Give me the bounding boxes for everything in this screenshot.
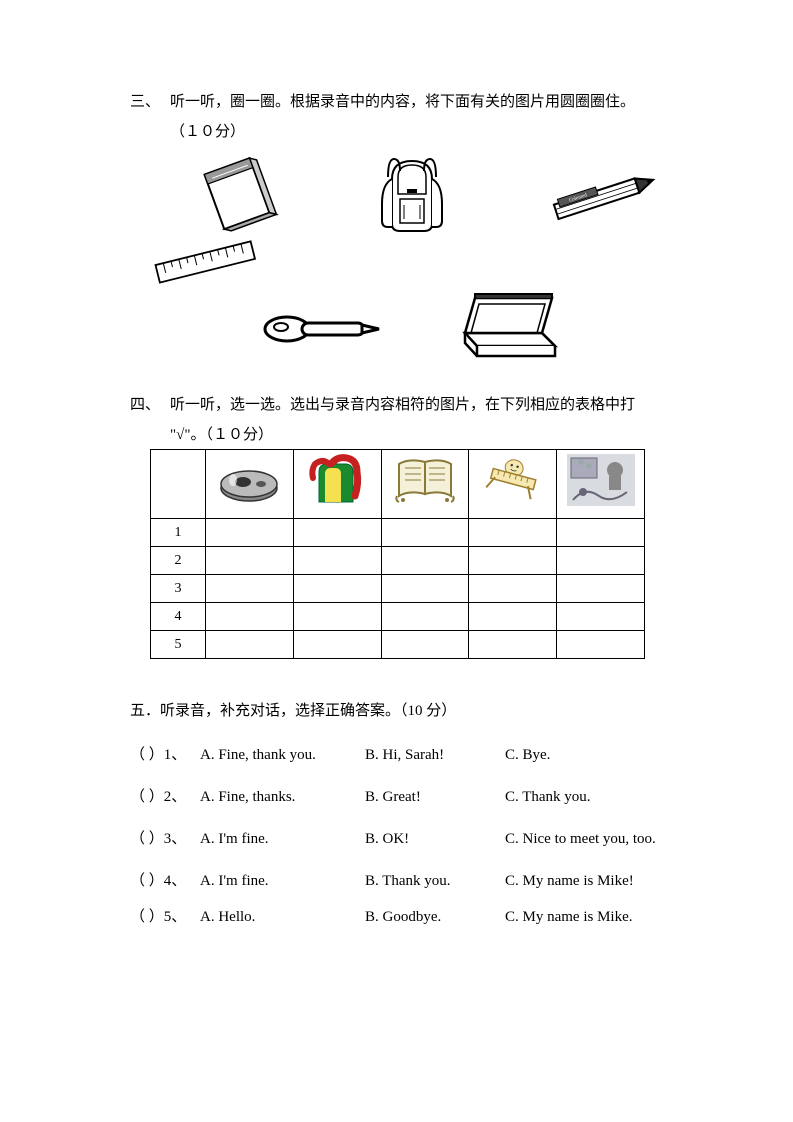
section-3-title: 听一听，圈一圈。根据录音中的内容，将下面有关的图片用圆圈圈住。 <box>170 90 673 114</box>
section-4-table: 1 2 3 4 5 <box>150 449 645 659</box>
option-b: B. Hi, Sarah! <box>365 743 505 767</box>
question-prefix[interactable]: （ ）5、 <box>130 905 200 929</box>
question-row: （ ）2、 A. Fine, thanks. B. Great! C. Than… <box>130 785 673 809</box>
section-3-points: （１０分） <box>170 120 673 144</box>
section-5-header: 五．听录音，补充对话，选择正确答案。（10 分） <box>130 699 673 723</box>
table-row: 4 <box>151 603 645 631</box>
section-3-header: 三、 听一听，圈一圈。根据录音中的内容，将下面有关的图片用圆圈圈住。 <box>130 90 673 114</box>
notebook-image <box>191 153 281 235</box>
backpack-image <box>362 149 462 239</box>
question-prefix[interactable]: （ ）1、 <box>130 743 200 767</box>
header-sharpener <box>206 450 294 519</box>
section-5-questions: （ ）1、 A. Fine, thank you. B. Hi, Sarah! … <box>130 743 673 929</box>
row-num: 2 <box>151 547 206 575</box>
table-row: 2 <box>151 547 645 575</box>
section-3-images: Coloured <box>150 149 673 363</box>
row-num: 4 <box>151 603 206 631</box>
section-5-number: 五． <box>130 703 160 719</box>
table-row: 5 <box>151 631 645 659</box>
section-4-number: 四、 <box>130 393 170 417</box>
header-scene <box>557 450 645 519</box>
question-prefix[interactable]: （ ）3、 <box>130 827 200 851</box>
question-row: （ ）4、 A. I'm fine. B. Thank you. C. My n… <box>130 869 673 893</box>
option-b: B. Goodbye. <box>365 905 505 929</box>
option-a: A. Fine, thank you. <box>200 743 365 767</box>
section-3: 三、 听一听，圈一圈。根据录音中的内容，将下面有关的图片用圆圈圈住。 （１０分） <box>130 90 673 363</box>
section-4: 四、 听一听，选一选。选出与录音内容相符的图片，在下列相应的表格中打 "√"。（… <box>130 393 673 659</box>
pen-image <box>257 301 387 351</box>
header-book <box>381 450 469 519</box>
option-b: B. Thank you. <box>365 869 505 893</box>
ruler-image <box>150 239 260 284</box>
row-num: 1 <box>151 519 206 547</box>
section-4-header: 四、 听一听，选一选。选出与录音内容相符的图片，在下列相应的表格中打 <box>130 393 673 417</box>
header-ruler-char <box>469 450 557 519</box>
option-a: A. Fine, thanks. <box>200 785 365 809</box>
option-c: C. Thank you. <box>505 785 673 809</box>
option-c: C. My name is Mike. <box>505 905 673 929</box>
table-row: 1 <box>151 519 645 547</box>
header-crayons <box>293 450 381 519</box>
question-prefix[interactable]: （ ）2、 <box>130 785 200 809</box>
question-prefix[interactable]: （ ）4、 <box>130 869 200 893</box>
option-c: C. Bye. <box>505 743 673 767</box>
pencil-image: Coloured <box>543 164 663 224</box>
row-num: 3 <box>151 575 206 603</box>
section-5: 五．听录音，补充对话，选择正确答案。（10 分） （ ）1、 A. Fine, … <box>130 699 673 929</box>
section-4-title: 听一听，选一选。选出与录音内容相符的图片，在下列相应的表格中打 <box>170 393 673 417</box>
question-row: （ ）5、 A. Hello. B. Goodbye. C. My name i… <box>130 905 673 929</box>
table-row: 3 <box>151 575 645 603</box>
option-a: A. Hello. <box>200 905 365 929</box>
section-5-title: 听录音，补充对话，选择正确答案。（10 分） <box>160 703 456 719</box>
header-empty <box>151 450 206 519</box>
pencilcase-image <box>447 288 567 363</box>
option-c: C. Nice to meet you, too. <box>505 827 673 851</box>
section-3-number: 三、 <box>130 90 170 114</box>
option-b: B. Great! <box>365 785 505 809</box>
option-b: B. OK! <box>365 827 505 851</box>
option-a: A. I'm fine. <box>200 869 365 893</box>
question-row: （ ）1、 A. Fine, thank you. B. Hi, Sarah! … <box>130 743 673 767</box>
question-row: （ ）3、 A. I'm fine. B. OK! C. Nice to mee… <box>130 827 673 851</box>
option-c: C. My name is Mike! <box>505 869 673 893</box>
row-num: 5 <box>151 631 206 659</box>
table-header-row <box>151 450 645 519</box>
section-4-subtitle: "√"。（１０分） <box>170 423 673 447</box>
option-a: A. I'm fine. <box>200 827 365 851</box>
